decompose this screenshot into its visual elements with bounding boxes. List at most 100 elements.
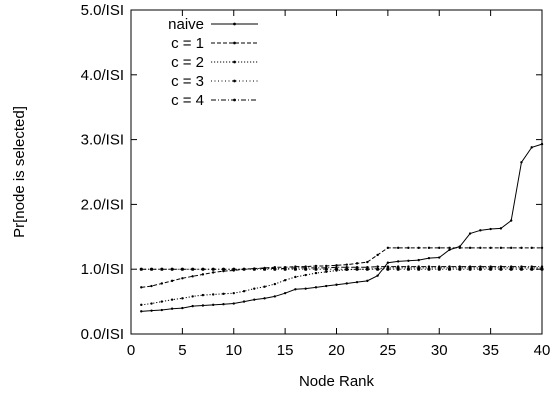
data-point: [468, 267, 472, 271]
data-point: [366, 266, 369, 269]
data-point: [191, 275, 194, 278]
data-point: [355, 266, 359, 269]
data-point: [499, 265, 503, 268]
data-point: [396, 260, 400, 263]
legend: naive c = 1 c = 2 c = 3 c = 4: [168, 16, 258, 109]
data-point: [201, 293, 205, 297]
data-point: [181, 277, 184, 280]
data-point: [314, 266, 318, 270]
data-point: [242, 290, 246, 293]
y-tick-label: 2.0/ISI: [81, 196, 124, 213]
data-point: [509, 219, 513, 222]
data-point: [438, 256, 441, 259]
data-point: [417, 267, 421, 271]
data-point: [325, 266, 328, 270]
data-point: [160, 308, 164, 312]
data-point: [479, 246, 482, 250]
data-point: [150, 284, 153, 288]
data-point: [417, 258, 420, 262]
data-point: [448, 265, 451, 268]
legend-marker: [233, 98, 236, 102]
legend-marker: [233, 79, 236, 83]
data-point: [468, 246, 472, 250]
data-point: [222, 302, 225, 306]
x-tick-label: 10: [225, 342, 242, 359]
data-point: [417, 246, 420, 250]
data-point: [427, 265, 431, 268]
data-point: [304, 266, 307, 270]
data-point: [407, 259, 410, 262]
data-point: [489, 246, 492, 250]
data-point: [150, 309, 153, 312]
data-point: [345, 263, 348, 266]
data-point: [160, 300, 164, 303]
data-point: [448, 246, 451, 250]
data-point: [212, 303, 215, 307]
data-point: [396, 246, 400, 250]
data-point: [355, 280, 359, 284]
data-point: [499, 227, 503, 230]
data-point: [427, 256, 431, 260]
data-point: [417, 265, 420, 268]
series-1: [140, 142, 544, 313]
y-tick-label: 1.0/ISI: [81, 261, 124, 278]
data-point: [530, 146, 533, 149]
ticks-group: 0 5 10 15 20 25 30 35 40 0.0/ISI 1.0/ISI 2.0/ISI 3.0…: [81, 2, 551, 359]
series-group: [139, 142, 544, 313]
series-line: [141, 247, 542, 288]
data-point: [170, 268, 174, 271]
data-point: [479, 265, 482, 268]
data-point: [355, 267, 359, 271]
data-point: [160, 268, 164, 271]
x-axis-label: Node Rank: [299, 373, 375, 390]
data-point: [283, 279, 287, 282]
data-point: [325, 270, 328, 273]
data-point: [509, 267, 513, 271]
data-point: [232, 268, 235, 271]
data-point: [396, 267, 400, 271]
data-point: [458, 267, 462, 271]
data-point: [140, 310, 143, 313]
legend-item: c = 1: [171, 35, 258, 52]
y-tick-label: 3.0/ISI: [81, 132, 124, 149]
data-point: [314, 264, 318, 268]
legend-label: naive: [168, 16, 204, 33]
series-5: [140, 265, 544, 271]
legend-item: c = 2: [171, 54, 258, 71]
data-point: [232, 302, 235, 305]
legend-label: c = 3: [171, 73, 204, 90]
data-point: [212, 268, 215, 271]
legend-label: c = 2: [171, 54, 204, 71]
legend-item: c = 4: [171, 92, 258, 109]
data-point: [468, 232, 472, 235]
x-tick-label: 20: [328, 342, 345, 359]
legend-label: c = 4: [171, 92, 204, 109]
data-point: [509, 246, 513, 250]
data-point: [427, 267, 431, 271]
data-point: [458, 246, 461, 250]
legend-marker: [233, 41, 236, 45]
data-point: [150, 302, 153, 305]
data-point: [376, 265, 379, 268]
legend-marker: [233, 22, 236, 26]
data-point: [294, 275, 297, 279]
data-point: [438, 246, 441, 250]
series-line: [141, 143, 543, 312]
data-point: [407, 265, 410, 268]
data-point: [242, 300, 246, 303]
x-tick-label: 15: [277, 342, 294, 359]
data-point: [253, 287, 256, 290]
data-point: [366, 260, 369, 264]
x-tick-label: 25: [380, 342, 397, 359]
data-point: [294, 288, 297, 291]
data-point: [273, 282, 277, 286]
data-point: [170, 298, 174, 301]
data-point: [140, 303, 143, 307]
data-point: [170, 279, 174, 283]
data-point: [530, 267, 534, 271]
data-point: [170, 307, 174, 310]
data-point: [283, 267, 287, 270]
y-axis-label: Pr[node is selected]: [11, 106, 28, 238]
data-point: [509, 265, 513, 268]
